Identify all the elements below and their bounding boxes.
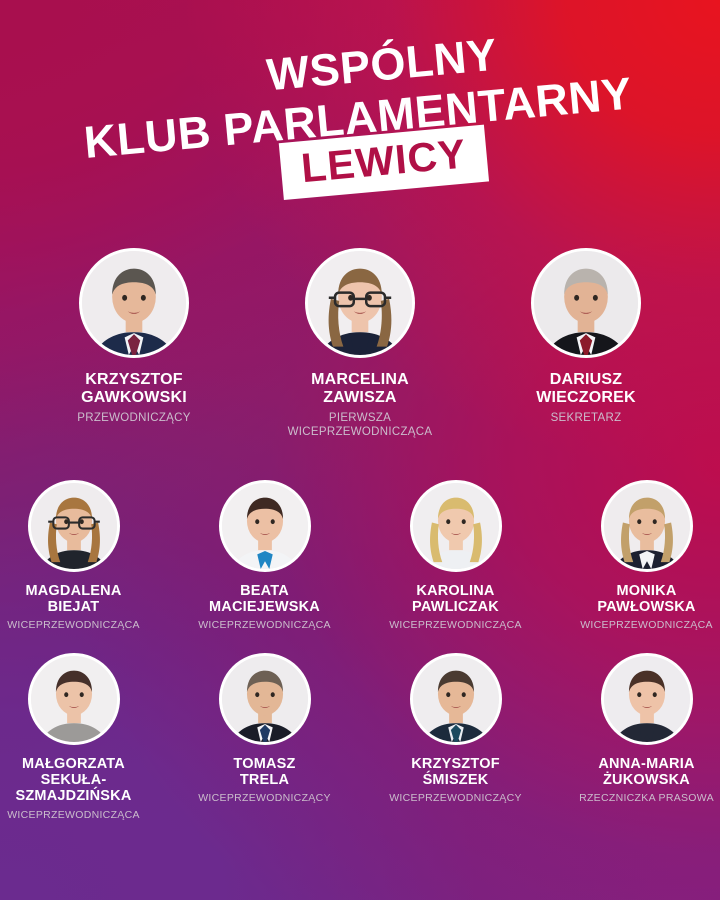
poster-headline: WSPÓLNY KLUB PARLAMENTARNY LEWICY [0, 29, 720, 201]
headline-line-1: WSPÓLNY [264, 28, 500, 101]
headline-line-3: LEWICY [299, 130, 469, 192]
member-name: MAŁGORZATA SEKUŁA-SZMAJDZIŃSKA [15, 756, 132, 805]
portrait-magdalena-biejat [27, 480, 120, 572]
member-name: ANNA-MARIA ŻUKOWSKA [598, 756, 695, 789]
member-card: MARCELINA ZAWISZA PIERWSZA WICEPRZEWODNIC… [276, 248, 444, 439]
portrait-anna-maria-zukowska [600, 653, 693, 745]
member-role: WICEPRZEWODNICZĄCA [7, 808, 140, 821]
member-role: PIERWSZA WICEPRZEWODNICZĄCA [287, 411, 433, 438]
portrait-malgorzata-sekula-szmajdzinska [27, 653, 120, 745]
member-name: KAROLINA PAWLICZAK [412, 583, 499, 616]
member-role: SEKRETARZ [550, 411, 622, 424]
portrait-krzysztof-smiszek [409, 653, 502, 745]
member-card: ANNA-MARIA ŻUKOWSKA RZECZNICZKA PRASOWA [577, 653, 717, 821]
member-name: BEATA MACIEJEWSKA [209, 583, 320, 616]
member-card: TOMASZ TRELA WICEPRZEWODNICZĄCY [195, 653, 335, 821]
member-role: WICEPRZEWODNICZĄCA [389, 619, 522, 632]
member-card: KAROLINA PAWLICZAK WICEPRZEWODNICZĄCA [386, 480, 526, 632]
member-row-3: MAŁGORZATA SEKUŁA-SZMAJDZIŃSKA WICEPRZEWO… [0, 653, 720, 821]
member-name: MARCELINA ZAWISZA [311, 371, 409, 406]
member-name: MONIKA PAWŁOWSKA [597, 583, 696, 616]
member-card: KRZYSZTOF GAWKOWSKI PRZEWODNICZĄCY [50, 248, 218, 439]
member-role: WICEPRZEWODNICZĄCA [7, 619, 140, 632]
member-row-1: KRZYSZTOF GAWKOWSKI PRZEWODNICZĄCY MARCEL… [0, 248, 720, 439]
headline-highlight-box: LEWICY [279, 124, 489, 201]
portrait-karolina-pawliczak [409, 480, 502, 572]
member-name: KRZYSZTOF GAWKOWSKI [81, 371, 187, 406]
headline-line-2: KLUB PARLAMENTARNY [81, 67, 635, 168]
member-name: MAGDALENA BIEJAT [25, 583, 122, 616]
member-card: MAGDALENA BIEJAT WICEPRZEWODNICZĄCA [4, 480, 144, 632]
member-name: KRZYSZTOF ŚMISZEK [411, 756, 500, 789]
portrait-monika-pawlowska [600, 480, 693, 572]
member-card: KRZYSZTOF ŚMISZEK WICEPRZEWODNICZĄCY [386, 653, 526, 821]
member-role: WICEPRZEWODNICZĄCA [580, 619, 713, 632]
portrait-dariusz-wieczorek [531, 248, 641, 358]
member-card: DARIUSZ WIECZOREK SEKRETARZ [502, 248, 670, 439]
member-role: RZECZNICZKA PRASOWA [579, 792, 714, 805]
member-role: WICEPRZEWODNICZĄCY [198, 792, 331, 805]
member-role: WICEPRZEWODNICZĄCY [389, 792, 522, 805]
member-card: MAŁGORZATA SEKUŁA-SZMAJDZIŃSKA WICEPRZEWO… [4, 653, 144, 821]
member-name: DARIUSZ WIECZOREK [536, 371, 636, 406]
member-card: MONIKA PAWŁOWSKA WICEPRZEWODNICZĄCA [577, 480, 717, 632]
portrait-beata-maciejewska [218, 480, 311, 572]
member-name: TOMASZ TRELA [233, 756, 296, 789]
portrait-marcelina-zawisza [305, 248, 415, 358]
member-role: WICEPRZEWODNICZĄCA [198, 619, 331, 632]
member-role: PRZEWODNICZĄCY [77, 411, 191, 424]
headline-line-3-wrapper: LEWICY [23, 101, 720, 223]
portrait-tomasz-trela [218, 653, 311, 745]
member-card: BEATA MACIEJEWSKA WICEPRZEWODNICZĄCA [195, 480, 335, 632]
portrait-krzysztof-gawkowski [79, 248, 189, 358]
member-row-2: MAGDALENA BIEJAT WICEPRZEWODNICZĄCA BEATA… [0, 480, 720, 632]
